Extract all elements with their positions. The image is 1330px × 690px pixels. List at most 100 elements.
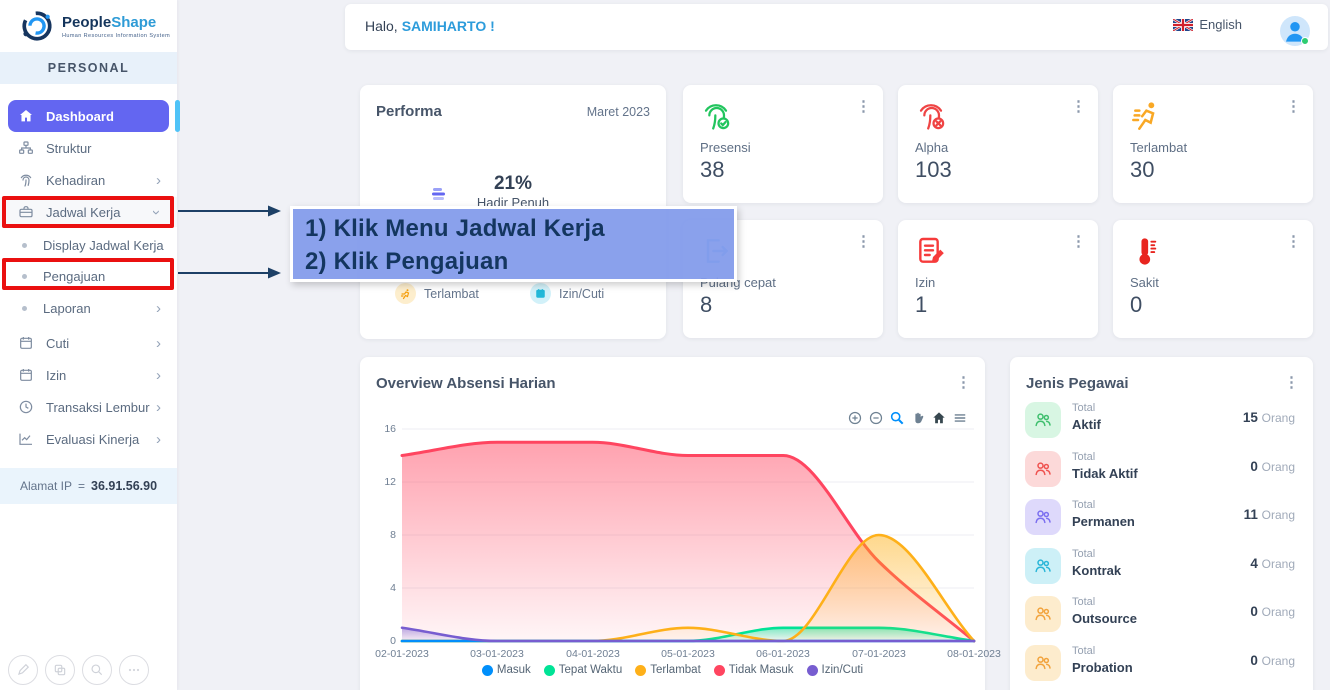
stat-value: 38	[700, 157, 725, 182]
avatar[interactable]	[1280, 16, 1310, 46]
stat-value: 8	[700, 292, 713, 317]
legend-izin-cuti[interactable]: Izin/Cuti	[806, 664, 863, 676]
online-status-dot	[1301, 37, 1309, 45]
ip-address-band: Alamat IP = 36.91.56.90	[0, 468, 177, 504]
x-tick: 02-01-2023	[375, 648, 429, 660]
list-item-kontrak: Total Kontrak 4 Orang	[1025, 546, 1298, 590]
copy-button[interactable]	[45, 655, 75, 685]
fingerprint-check-icon	[700, 100, 732, 137]
search-tool-button[interactable]	[82, 655, 112, 685]
brand-tagline: Human Resources Information System	[62, 32, 171, 39]
count: 0 Orang	[1250, 459, 1295, 474]
person-icon	[1286, 22, 1304, 42]
sidebar-item-cuti[interactable]: Cuti ›	[0, 328, 177, 358]
list-item-outsource: Total Outsource 0 Orang	[1025, 594, 1298, 638]
group-icon	[1025, 645, 1061, 681]
stat-card-alpha: ⋮ Alpha 103	[898, 85, 1098, 203]
topbar: Halo, SAMIHARTO ! English	[345, 4, 1328, 50]
chevron-right-icon: ›	[156, 430, 161, 448]
performa-legend-terlambat: Terlambat	[395, 283, 479, 304]
uk-flag-icon	[1173, 18, 1194, 31]
card-menu-button[interactable]: ⋮	[1286, 233, 1301, 250]
greeting-text: Halo, SAMIHARTO !	[365, 18, 495, 34]
runner-icon	[1130, 100, 1162, 137]
sidebar-item-izin[interactable]: Izin ›	[0, 360, 177, 390]
search-icon	[91, 664, 103, 676]
legend-masuk[interactable]: Masuk	[481, 664, 531, 676]
legend-tidak-masuk[interactable]: Tidak Masuk	[713, 664, 794, 676]
logo-swirl-icon	[20, 9, 54, 43]
menu-hamburger-icon[interactable]	[953, 411, 967, 425]
list-item-probation: Total Probation 0 Orang	[1025, 643, 1298, 687]
more-tools-button[interactable]	[119, 655, 149, 685]
sidebar-item-laporan[interactable]: Laporan ›	[0, 293, 177, 323]
stat-value: 1	[915, 292, 928, 317]
copy-icon	[54, 664, 66, 676]
y-tick-16: 16	[384, 423, 396, 435]
sidebar-item-kehadiran[interactable]: Kehadiran ›	[0, 165, 177, 195]
sidebar-item-transaksi-lembur[interactable]: Transaksi Lembur ›	[0, 392, 177, 422]
selection-zoom-icon[interactable]	[890, 411, 904, 425]
list-item-aktif: Total Aktif 15 Orang	[1025, 400, 1298, 444]
pan-icon[interactable]	[911, 411, 925, 425]
card-menu-button[interactable]: ⋮	[1071, 233, 1086, 250]
legend-tepat-waktu[interactable]: Tepat Waktu	[543, 664, 622, 676]
app-logo: PeopleShape Human Resources Information …	[0, 0, 177, 52]
group-icon	[1025, 499, 1061, 535]
sitemap-icon	[19, 141, 33, 154]
bullet-icon	[22, 242, 27, 248]
sidebar-item-display-jadwal-kerja[interactable]: Display Jadwal Kerja	[0, 230, 177, 260]
x-tick: 04-01-2023	[566, 648, 620, 660]
calendar-icon	[530, 283, 551, 304]
sidebar-item-pengajuan[interactable]: Pengajuan	[0, 261, 177, 291]
sidebar: PeopleShape Human Resources Information …	[0, 0, 177, 690]
highlight-box-pengajuan	[2, 258, 174, 290]
legend-dot	[481, 664, 493, 676]
count: 11 Orang	[1243, 507, 1295, 522]
annotation-arrow-1	[178, 205, 281, 217]
chart-title: Overview Absensi Harian	[376, 375, 556, 392]
sidebar-item-jadwal-kerja[interactable]: Jadwal Kerja ›	[0, 197, 177, 227]
list-item-permanen: Total Permanen 11 Orang	[1025, 497, 1298, 541]
sidebar-item-struktur[interactable]: Struktur	[0, 133, 177, 163]
home-reset-icon[interactable]	[932, 411, 946, 425]
y-tick-4: 4	[390, 582, 396, 594]
fingerprint-x-icon	[915, 100, 947, 137]
sidebar-item-evaluasi-kinerja[interactable]: Evaluasi Kinerja ›	[0, 424, 177, 454]
user-name: SAMIHARTO !	[401, 18, 495, 34]
document-edit-icon	[915, 235, 947, 272]
zoom-in-icon[interactable]	[848, 411, 862, 425]
sidebar-item-dashboard[interactable]: Dashboard	[8, 100, 169, 132]
group-icon	[1025, 451, 1061, 487]
ip-address-value: 36.91.56.90	[91, 479, 158, 493]
calendar-icon	[20, 369, 32, 381]
card-menu-button[interactable]: ⋮	[856, 98, 871, 115]
performa-title: Performa	[376, 103, 442, 120]
chart-toolbar	[848, 411, 967, 425]
language-switcher[interactable]: English	[1173, 17, 1242, 32]
card-menu-button[interactable]: ⋮	[956, 374, 971, 391]
active-item-indicator	[175, 100, 180, 132]
fingerprint-icon	[20, 174, 32, 187]
chevron-right-icon: ›	[156, 366, 161, 384]
count: 0 Orang	[1250, 653, 1295, 668]
card-menu-button[interactable]: ⋮	[1071, 98, 1086, 115]
count: 15 Orang	[1242, 410, 1295, 425]
card-menu-button[interactable]: ⋮	[1286, 98, 1301, 115]
stat-card-terlambat: ⋮ Terlambat 30	[1113, 85, 1313, 203]
x-tick: 07-01-2023	[852, 648, 906, 660]
legend-dot	[635, 664, 647, 676]
legend-dot	[713, 664, 725, 676]
zoom-out-icon[interactable]	[869, 411, 883, 425]
calendar-icon	[20, 337, 32, 349]
card-menu-button[interactable]: ⋮	[856, 233, 871, 250]
performa-period: Maret 2023	[586, 105, 650, 119]
group-icon	[1025, 548, 1061, 584]
legend-terlambat[interactable]: Terlambat	[635, 664, 701, 676]
chevron-right-icon: ›	[156, 334, 161, 352]
annotate-pencil-button[interactable]	[8, 655, 38, 685]
absensi-area-chart[interactable]	[398, 420, 978, 652]
annotation-step-1: 1) Klik Menu Jadwal Kerja	[305, 215, 605, 242]
chevron-right-icon: ›	[156, 171, 161, 189]
card-menu-button[interactable]: ⋮	[1284, 374, 1299, 391]
